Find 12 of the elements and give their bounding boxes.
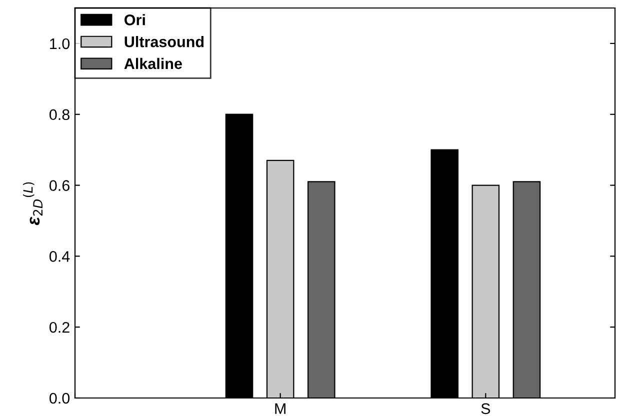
y-tick-label: 0.2 xyxy=(50,322,70,333)
x-tick-label: M xyxy=(275,403,286,414)
legend-label: Ori xyxy=(124,14,145,26)
y-tick-label: 0.6 xyxy=(50,180,70,191)
y-axis-title: ε$_{2D}$$^{(L)}$ xyxy=(22,182,42,226)
y-tick-label: 0.8 xyxy=(50,109,70,120)
legend-label: Alkaline xyxy=(124,58,182,70)
y-tick-label: 0.0 xyxy=(50,392,70,404)
x-tick-label: S xyxy=(481,403,490,414)
y-tick-label: 0.4 xyxy=(50,251,70,262)
y-tick-label: 1.0 xyxy=(50,38,70,50)
legend-label: Ultrasound xyxy=(124,36,204,48)
